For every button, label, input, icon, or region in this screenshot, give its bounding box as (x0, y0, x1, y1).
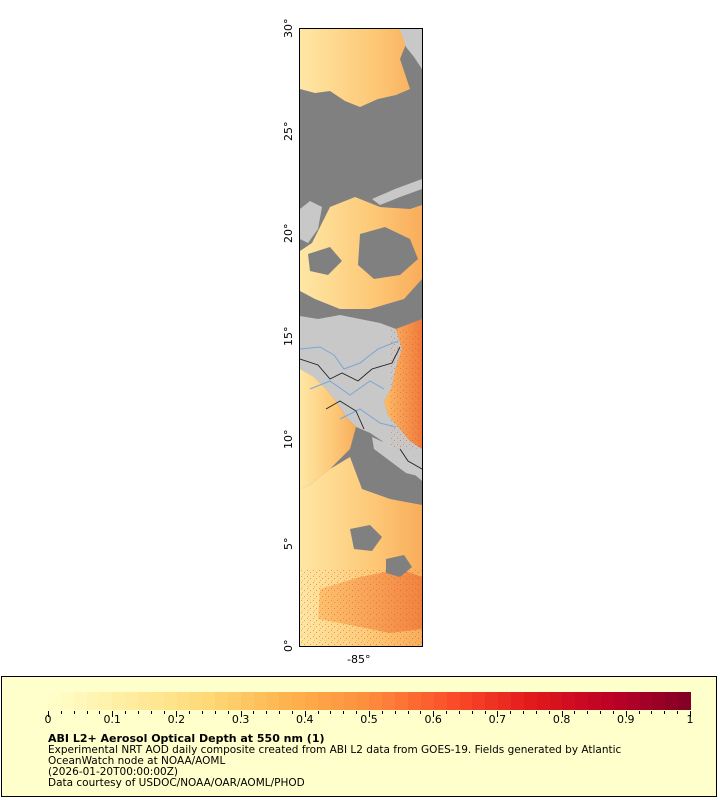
lat-label-5: 5° (282, 537, 295, 551)
legend-panel: 0 0.1 0.2 0.3 0.4 0.5 0.6 0.7 0.8 0.9 1 ABI L2+ Ae… (1, 676, 717, 797)
missing-patch-caribbean-2 (308, 247, 342, 275)
caption-line3: (2026-01-20T00:00:00Z) (48, 766, 178, 778)
colorbar-tick-label: 0.1 (103, 713, 121, 726)
caption-title: ABI L2+ Aerosol Optical Depth at 550 nm … (48, 732, 325, 745)
lat-label-15: 15° (282, 326, 295, 347)
colorbar-segment (652, 692, 666, 710)
colorbar-segment (73, 692, 87, 710)
colorbar-segment (343, 692, 357, 710)
colorbar-segment (125, 692, 139, 710)
colorbar-segment (639, 692, 653, 710)
aod-map (299, 28, 423, 647)
caption-line1: Experimental NRT AOD daily composite cre… (48, 744, 622, 756)
colorbar-segment (112, 692, 126, 710)
colorbar-segment (459, 692, 473, 710)
colorbar-segment (575, 692, 589, 710)
colorbar-segment (433, 692, 447, 710)
caption-line4: Data courtesy of USDOC/NOAA/OAR/AOML/PHO… (48, 777, 305, 789)
borders-rivers (300, 340, 422, 470)
colorbar-segment (150, 692, 164, 710)
colorbar-segment (613, 692, 627, 710)
colorbar-tick-label: 0.2 (167, 713, 186, 726)
land-florida (400, 29, 422, 69)
lon-label: -85° (347, 653, 371, 666)
colorbar-segment (510, 692, 524, 710)
colorbar-segment (369, 692, 383, 710)
colorbar-segment (600, 692, 614, 710)
colorbar-segment (99, 692, 113, 710)
colorbar-segment (498, 692, 511, 710)
colorbar-segment (48, 692, 61, 710)
colorbar-tick-label: 0.4 (296, 713, 314, 726)
colorbar-segment (330, 692, 344, 710)
colorbar-segment (60, 692, 74, 710)
colorbar-tick-label: 0.3 (231, 713, 250, 726)
speckle-south (300, 569, 422, 646)
colorbar-segment (588, 692, 601, 710)
colorbar-segment (240, 692, 254, 710)
colorbar-segment (356, 692, 370, 710)
colorbar-segment (305, 692, 319, 710)
colorbar-tick-label: 0.9 (617, 713, 635, 726)
lat-label-25: 25° (282, 121, 295, 142)
colorbar-segment (420, 692, 434, 710)
colorbar-tick-label: 0 (44, 713, 52, 726)
colorbar-segment (665, 692, 679, 710)
colorbar-segment (678, 692, 691, 710)
colorbar (48, 692, 691, 710)
colorbar-segment (485, 692, 499, 710)
colorbar-segment (189, 692, 203, 710)
missing-patch-south-2 (386, 555, 412, 577)
lat-label-20: 20° (282, 223, 295, 244)
colorbar-segment (318, 692, 331, 710)
colorbar-segment (266, 692, 280, 710)
colorbar-segment (163, 692, 177, 710)
colorbar-segment (292, 692, 306, 710)
colorbar-tick-label: 1 (686, 713, 694, 726)
colorbar-segment (472, 692, 486, 710)
aod-field-pacific-west (300, 369, 356, 489)
lat-label-0: 0° (282, 639, 295, 653)
missing-patch-south (350, 525, 382, 551)
speckle-east (390, 329, 422, 449)
colorbar-segment (138, 692, 151, 710)
aod-field-gulf-north (300, 29, 422, 107)
colorbar-segment (408, 692, 421, 710)
colorbar-segment (446, 692, 460, 710)
land-south-america (352, 427, 422, 504)
colorbar-segment (86, 692, 100, 710)
colorbar-segment (395, 692, 409, 710)
caption-line2: OceanWatch node at NOAA/AOML (48, 755, 226, 767)
colorbar-tick-label: 0.5 (360, 713, 378, 726)
map-canvas (300, 29, 422, 646)
colorbar-ticks (48, 711, 691, 717)
land-cuba (372, 179, 422, 205)
colorbar-segment (382, 692, 396, 710)
colorbar-segment (549, 692, 563, 710)
colorbar-segment (523, 692, 537, 710)
land-panama (372, 437, 422, 477)
missing-patch-caribbean (358, 227, 418, 279)
land-yucatan (300, 201, 322, 243)
lat-label-30: 30° (282, 18, 295, 39)
colorbar-segment (279, 692, 293, 710)
colorbar-segment (215, 692, 229, 710)
colorbar-tick-label: 0.8 (552, 713, 571, 726)
colorbar-segment (562, 692, 576, 710)
colorbar-segment (202, 692, 216, 710)
colorbar-segment (536, 692, 550, 710)
colorbar-tick-label: 0.7 (488, 713, 507, 726)
colorbar-segment (176, 692, 190, 710)
lat-label-10: 10° (282, 429, 295, 450)
colorbar-segment (253, 692, 267, 710)
colorbar-segment (626, 692, 640, 710)
colorbar-segment (228, 692, 241, 710)
colorbar-tick-label: 0.6 (424, 713, 442, 726)
